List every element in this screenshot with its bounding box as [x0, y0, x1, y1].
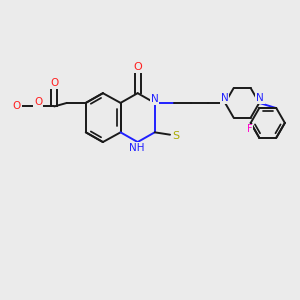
- Text: O: O: [13, 101, 21, 111]
- Text: N: N: [256, 93, 264, 103]
- Text: N: N: [151, 94, 159, 104]
- Text: F: F: [247, 124, 253, 134]
- Text: S: S: [172, 130, 179, 141]
- Text: N: N: [220, 93, 228, 103]
- Text: NH: NH: [129, 143, 144, 153]
- Text: O: O: [133, 62, 142, 72]
- Text: O: O: [34, 97, 42, 107]
- Text: O: O: [50, 78, 58, 88]
